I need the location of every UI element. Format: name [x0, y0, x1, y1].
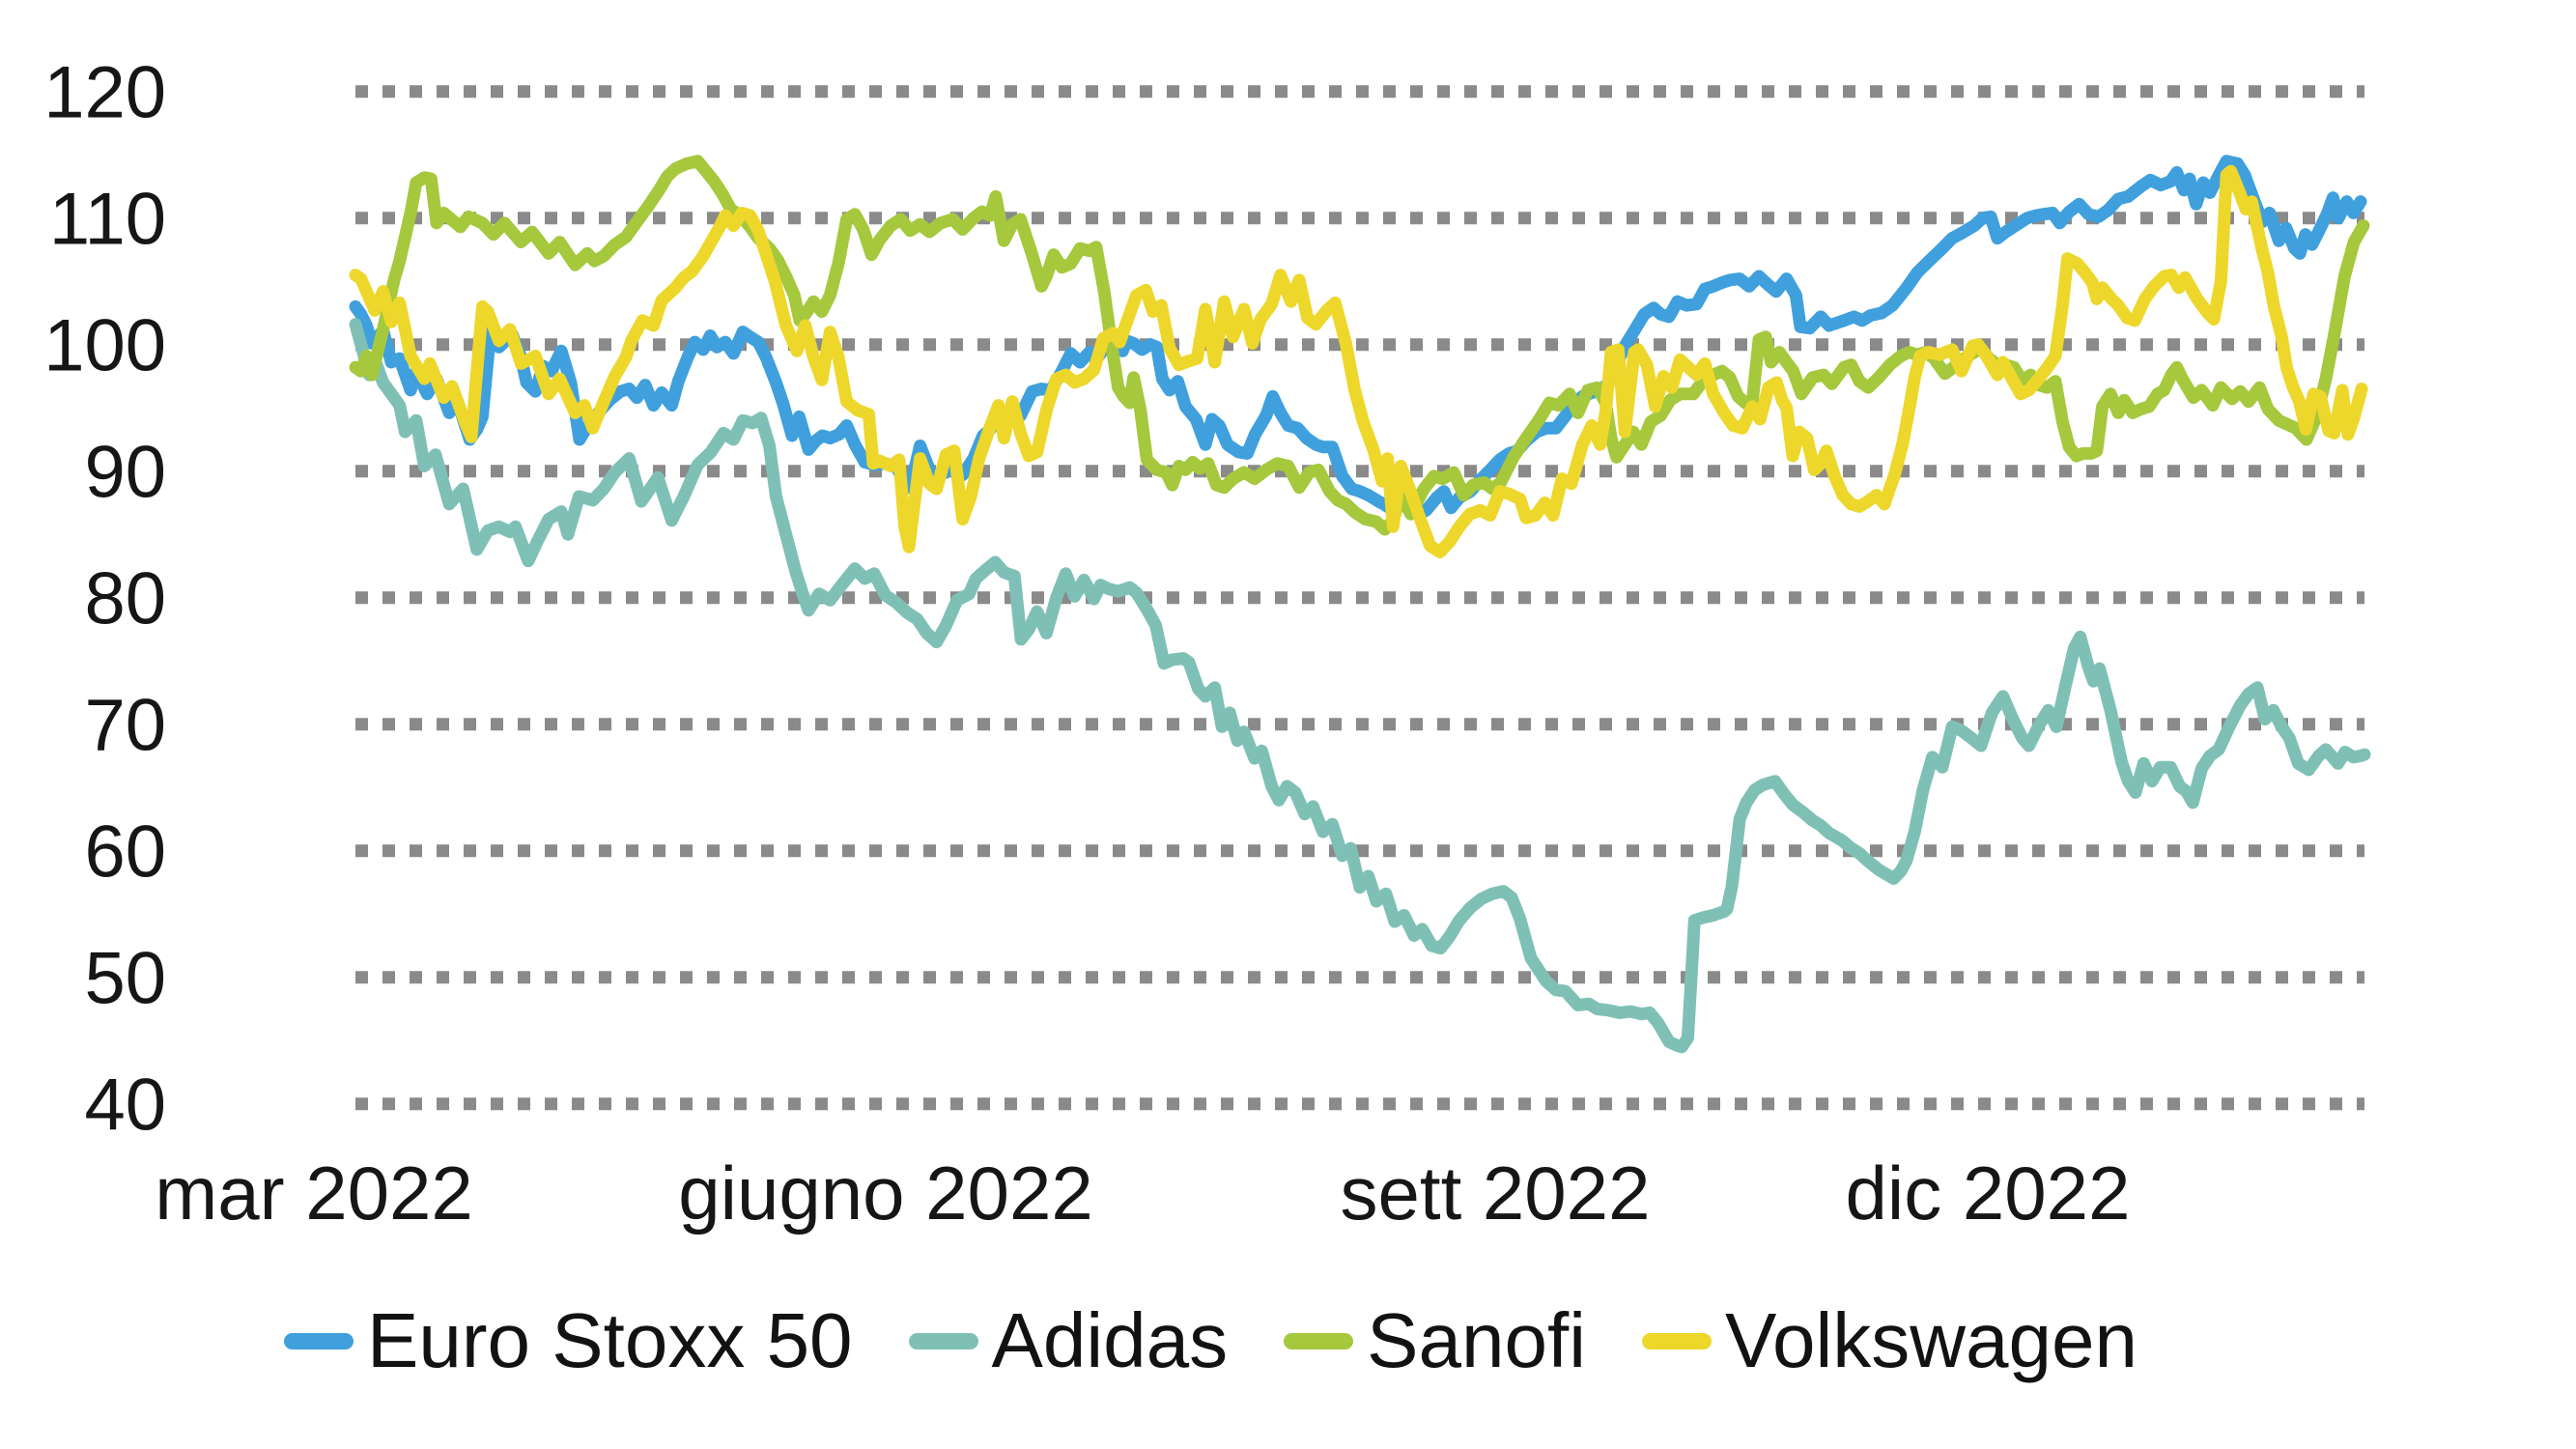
legend-swatch-euro-stoxx-50-icon: [284, 1332, 354, 1350]
x-tick-label-sett-2022: sett 2022: [1341, 1151, 1651, 1236]
series-line-euro-stoxx-50: [349, 155, 2367, 521]
y-tick-label-70: 70: [84, 685, 166, 767]
series-line-volkswagen: [349, 164, 2368, 558]
gridlines: [355, 85, 2364, 1111]
y-tick-label-100: 100: [43, 305, 166, 387]
x-tick-label-giugno-2022: giugno 2022: [678, 1151, 1092, 1236]
legend-item-sanofi: Sanofi: [1284, 1302, 1586, 1379]
x-tick-label-mar-2022: mar 2022: [155, 1151, 473, 1236]
y-tick-label-90: 90: [84, 432, 166, 514]
legend-item-volkswagen: Volkswagen: [1642, 1302, 2137, 1379]
legend-item-euro-stoxx-50: Euro Stoxx 50: [284, 1302, 853, 1379]
series-line-sanofi: [349, 155, 2370, 536]
series-line-adidas: [349, 318, 2371, 1054]
series-lines: [349, 155, 2371, 1054]
legend-item-adidas: Adidas: [908, 1297, 1229, 1383]
y-tick-label-40: 40: [84, 1065, 166, 1147]
legend: Euro Stoxx 50 Adidas Sanofi Volkswagen: [0, 1302, 2499, 1379]
y-axis-labels: 40 50 60 70 80 90 100 110 120: [43, 52, 166, 1147]
y-tick-label-110: 110: [49, 179, 166, 261]
legend-label-euro-stoxx-50: Euro Stoxx 50: [367, 1297, 853, 1383]
x-axis-labels: mar 2022 giugno 2022 sett 2022 dic 2022: [155, 1151, 2130, 1236]
legend-swatch-volkswagen-icon: [1642, 1332, 1712, 1350]
legend-label-adidas: Adidas: [991, 1297, 1229, 1383]
legend-label-volkswagen: Volkswagen: [1725, 1297, 2137, 1383]
y-tick-label-50: 50: [84, 938, 166, 1020]
x-tick-label-dic-2022: dic 2022: [1846, 1151, 2131, 1236]
y-tick-label-80: 80: [84, 558, 166, 640]
y-tick-label-120: 120: [43, 52, 166, 134]
legend-swatch-adidas-icon: [908, 1332, 978, 1350]
y-tick-label-60: 60: [84, 811, 166, 894]
legend-label-sanofi: Sanofi: [1367, 1297, 1586, 1383]
legend-swatch-sanofi-icon: [1284, 1332, 1354, 1350]
